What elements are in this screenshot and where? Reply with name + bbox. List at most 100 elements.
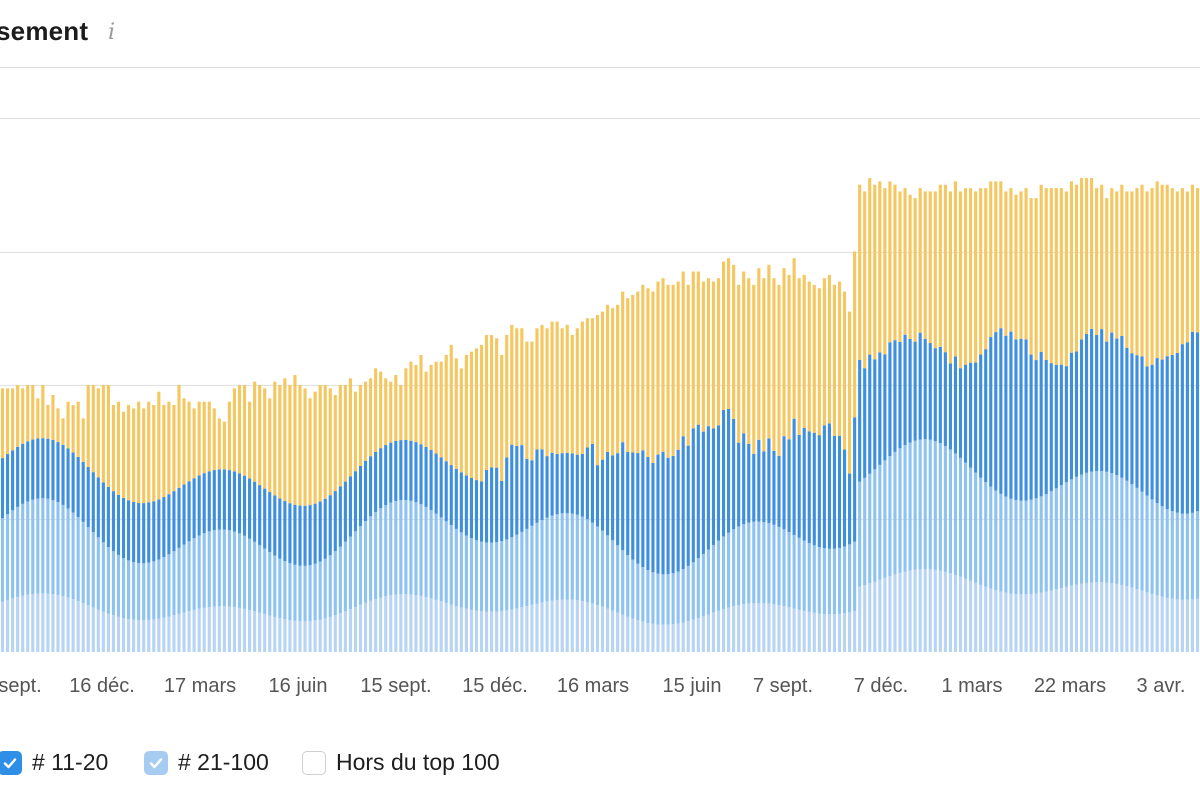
bar-segment-top3: [429, 598, 433, 652]
bar-segment-top3: [1059, 588, 1063, 652]
bar-segment-top3: [1145, 592, 1149, 652]
info-icon[interactable]: i: [108, 20, 116, 45]
x-tick-label: 7 sept.: [753, 675, 813, 697]
bar-segment-pos_11_20: [192, 478, 196, 539]
bar-segment-pos_11_20: [979, 354, 983, 478]
bar-segment-top3: [812, 612, 816, 652]
bar-segment-pos_4_10: [384, 505, 388, 597]
bar-segment-pos_4_10: [197, 535, 201, 609]
x-tick-label: 15 juin: [663, 675, 722, 697]
bar-segment-pos_4_10: [782, 529, 786, 607]
bar-segment-pos_21_100: [621, 291, 625, 443]
bar-segment-pos_4_10: [363, 521, 368, 603]
bar-segment-pos_11_20: [258, 485, 262, 546]
x-tick-label: 15 sept.: [360, 675, 431, 697]
bar-segment-pos_11_20: [918, 332, 922, 440]
bar-segment-pos_11_20: [984, 349, 988, 483]
check-icon: [3, 757, 17, 768]
bar-segment-pos_21_100: [646, 288, 650, 458]
bar-segment-pos_21_100: [550, 321, 554, 453]
bar-segment-pos_21_100: [802, 274, 806, 428]
legend-item-hors-top-100[interactable]: Hors du top 100: [302, 749, 500, 776]
bar-segment-top3: [817, 613, 821, 652]
bar-segment-pos_4_10: [1049, 491, 1053, 591]
bar-segment-top3: [1190, 599, 1194, 652]
bar-segment-pos_11_20: [298, 505, 302, 566]
bar-segment-pos_11_20: [137, 502, 141, 563]
bar-segment-top3: [101, 611, 105, 652]
bar-segment-pos_11_20: [706, 426, 710, 550]
bar-segment-pos_21_100: [888, 181, 892, 343]
bar-segment-pos_4_10: [868, 473, 872, 584]
bar-segment-pos_11_20: [379, 448, 383, 509]
bar-segment-top3: [626, 616, 630, 652]
bar-segment-pos_21_100: [172, 405, 176, 492]
bar-segment-top3: [969, 580, 973, 652]
bar-segment-top3: [439, 601, 443, 652]
bar-segment-pos_11_20: [1004, 335, 1008, 497]
bar-segment-pos_11_20: [212, 470, 216, 531]
bar-segment-pos_4_10: [177, 547, 181, 614]
bar-segment-top3: [701, 616, 705, 652]
bar-segment-pos_4_10: [918, 439, 922, 570]
bar-segment-pos_11_20: [510, 444, 514, 538]
bar-segment-pos_21_100: [727, 258, 731, 409]
bar-segment-pos_21_100: [409, 361, 413, 441]
bar-segment-pos_4_10: [389, 502, 393, 596]
bar-segment-pos_4_10: [1009, 498, 1013, 594]
bar-segment-top3: [358, 604, 363, 652]
bar-segment-pos_4_10: [520, 531, 524, 608]
bar-segment-pos_11_20: [1034, 360, 1038, 499]
bar-segment-pos_11_20: [565, 452, 569, 514]
bar-segment-top3: [394, 594, 398, 652]
legend-checkbox-11-20[interactable]: [0, 750, 22, 775]
bar-segment-pos_4_10: [278, 558, 282, 619]
bar-segment-pos_21_100: [1130, 191, 1134, 354]
bar-segment-pos_11_20: [681, 436, 685, 569]
bar-segment-pos_11_20: [953, 356, 958, 454]
bar-segment-pos_11_20: [989, 337, 993, 487]
bar-segment-pos_21_100: [938, 184, 942, 347]
legend-item-11-20[interactable]: # 11-20: [0, 749, 108, 776]
bar-segment-pos_21_100: [1069, 181, 1073, 353]
bar-segment-pos_11_20: [177, 487, 181, 548]
bar-segment-pos_4_10: [958, 457, 963, 577]
bar-segment-pos_21_100: [1039, 184, 1043, 352]
bar-segment-pos_4_10: [863, 477, 867, 586]
bar-segment-pos_21_100: [984, 188, 988, 350]
bar-segment-top3: [268, 615, 272, 652]
bar-segment-pos_21_100: [1115, 191, 1119, 339]
bar-segment-pos_21_100: [217, 418, 221, 470]
bar-segment-top3: [1195, 598, 1200, 652]
bar-segment-top3: [979, 584, 983, 652]
bar-segment-pos_11_20: [646, 457, 650, 571]
legend-checkbox-hors-top-100[interactable]: [302, 750, 326, 775]
bar-segment-pos_11_20: [242, 475, 247, 536]
bar-segment-pos_21_100: [384, 378, 388, 446]
bar-segment-pos_11_20: [56, 442, 60, 503]
bar-segment-pos_11_20: [363, 460, 368, 522]
bar-segment-top3: [868, 583, 872, 652]
bar-segment-pos_11_20: [1095, 334, 1099, 472]
bar-segment-pos_4_10: [343, 541, 347, 612]
bar-segment-top3: [636, 620, 640, 652]
bar-segment-pos_4_10: [928, 439, 932, 570]
bar-segment-top3: [943, 571, 947, 652]
legend-item-21-100[interactable]: # 21-100: [144, 749, 269, 776]
bar-segment-pos_21_100: [626, 298, 630, 453]
bar-segment-top3: [490, 611, 494, 652]
bar-segment-pos_21_100: [474, 348, 479, 481]
legend-checkbox-21-100[interactable]: [144, 750, 168, 775]
bar-segment-pos_21_100: [1084, 178, 1089, 334]
bar-segment-pos_4_10: [893, 451, 897, 575]
bar-segment-top3: [1150, 593, 1154, 652]
bar-segment-pos_21_100: [505, 334, 509, 458]
bar-segment-top3: [242, 608, 247, 652]
bar-segment-pos_4_10: [222, 529, 226, 607]
bar-segment-pos_21_100: [333, 395, 337, 492]
header-divider: [0, 67, 1200, 68]
bar-segment-top3: [974, 582, 978, 652]
bar-segment-pos_4_10: [1059, 485, 1063, 589]
bar-segment-top3: [444, 602, 448, 652]
bar-segment-pos_21_100: [116, 401, 121, 495]
